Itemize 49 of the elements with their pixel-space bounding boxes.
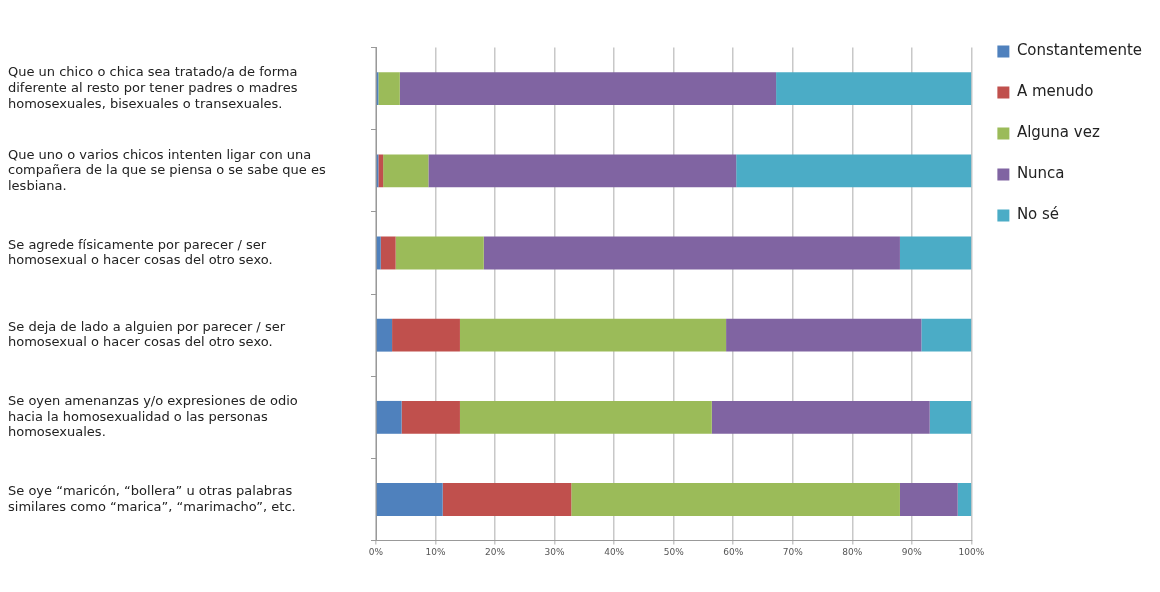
bar [399, 72, 777, 106]
x-tick-label: 10% [425, 547, 446, 558]
bar [571, 483, 900, 516]
bar [921, 318, 972, 352]
bar [459, 318, 727, 352]
bar [899, 236, 972, 270]
bar [378, 72, 400, 106]
bar [395, 236, 484, 270]
legend-label: No sé [1016, 205, 1060, 224]
bar [899, 483, 958, 516]
bar [711, 400, 930, 434]
y-tick-label: Se oye “maricón, “bollera” u otras palabras similares como “marica”, “marimacho”, etc. [8, 483, 296, 514]
legend-label: A menudo [1016, 82, 1094, 101]
x-tick-label: 70% [782, 547, 804, 558]
x-tick-label: 40% [604, 547, 625, 558]
bar [736, 154, 972, 188]
bar [442, 483, 572, 516]
legend-label: Constantemente [1016, 41, 1143, 60]
y-tick-label: Se agrede físicamente por parecer / ser homosexual o hacer cosas del otro sexo. [8, 236, 273, 268]
x-tick-label: 50% [663, 547, 685, 558]
y-tick-label: Se oyen amenanzas y/o expresiones de odio hacia la homosexualidad o las personas homosexuales. [8, 393, 298, 440]
x-tick-label: 60% [723, 547, 744, 558]
bar [776, 72, 972, 106]
bar [726, 318, 922, 352]
x-tick-label: 30% [544, 547, 566, 558]
x-tick-label: 100% [958, 547, 985, 558]
bar [929, 400, 972, 434]
x-tick-label: 20% [485, 547, 506, 558]
legend-label: Nunca [1016, 164, 1065, 183]
bar [376, 236, 381, 270]
bar [957, 483, 972, 516]
bar [483, 236, 900, 270]
bar [459, 400, 712, 434]
bar [378, 154, 384, 188]
bar [383, 154, 429, 188]
bar [376, 318, 393, 352]
bar [401, 400, 460, 434]
bar [376, 400, 402, 434]
bar [392, 318, 460, 352]
x-tick-label: 80% [842, 547, 863, 558]
y-tick-label: Que uno o varios chicos intenten ligar con una compañera de la que se piensa o se sabe que es lesbiana. [8, 146, 326, 193]
y-tick-label: Se deja de lado a alguien por parecer / ser homosexual o hacer cosas del otro sexo. [8, 318, 286, 350]
bar [428, 154, 737, 188]
legend-label: Alguna vez [1016, 123, 1100, 142]
bar [376, 483, 443, 516]
x-tick-label: 90% [901, 547, 923, 558]
bar [380, 236, 396, 270]
x-tick-label: 0% [368, 547, 384, 558]
y-tick-label: Que un chico o chica sea tratado/a de forma diferente al resto por tener padres o madres homosexuales, bisexuales o transexuales. [8, 64, 298, 111]
